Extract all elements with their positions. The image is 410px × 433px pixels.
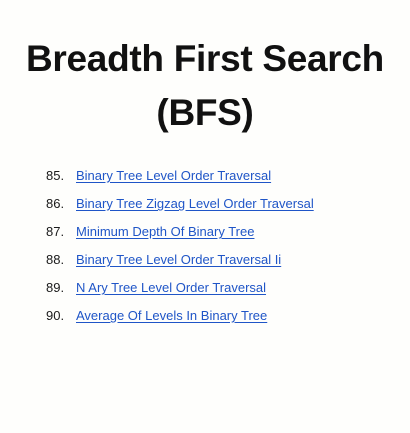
item-number: 85.	[46, 168, 65, 183]
item-number: 86.	[46, 196, 65, 211]
list-item: 89. N Ary Tree Level Order Traversal	[0, 278, 410, 306]
toc-link[interactable]: N Ary Tree Level Order Traversal	[76, 280, 267, 295]
list-item: 85. Binary Tree Level Order Traversal	[0, 166, 410, 194]
toc-link[interactable]: Minimum Depth Of Binary Tree	[76, 224, 255, 239]
toc-link[interactable]: Average Of Levels In Binary Tree	[76, 308, 268, 323]
item-number: 89.	[46, 280, 65, 295]
toc-link[interactable]: Binary Tree Level Order Traversal	[76, 168, 272, 183]
table-of-contents: 85. Binary Tree Level Order Traversal 86…	[0, 166, 410, 334]
section-title: Breadth First Search	[26, 38, 384, 79]
section-title-abbreviation: (BFS)	[156, 92, 254, 133]
item-number: 88.	[46, 252, 65, 267]
list-item: 88. Binary Tree Level Order Traversal Ii	[0, 250, 410, 278]
list-item: 86. Binary Tree Zigzag Level Order Trave…	[0, 194, 410, 222]
toc-link[interactable]: Binary Tree Zigzag Level Order Traversal	[76, 196, 314, 211]
item-number: 87.	[46, 224, 65, 239]
list-item: 90. Average Of Levels In Binary Tree	[0, 306, 410, 334]
item-number: 90.	[46, 308, 65, 323]
list-item: 87. Minimum Depth Of Binary Tree	[0, 222, 410, 250]
toc-link[interactable]: Binary Tree Level Order Traversal Ii	[76, 252, 282, 267]
